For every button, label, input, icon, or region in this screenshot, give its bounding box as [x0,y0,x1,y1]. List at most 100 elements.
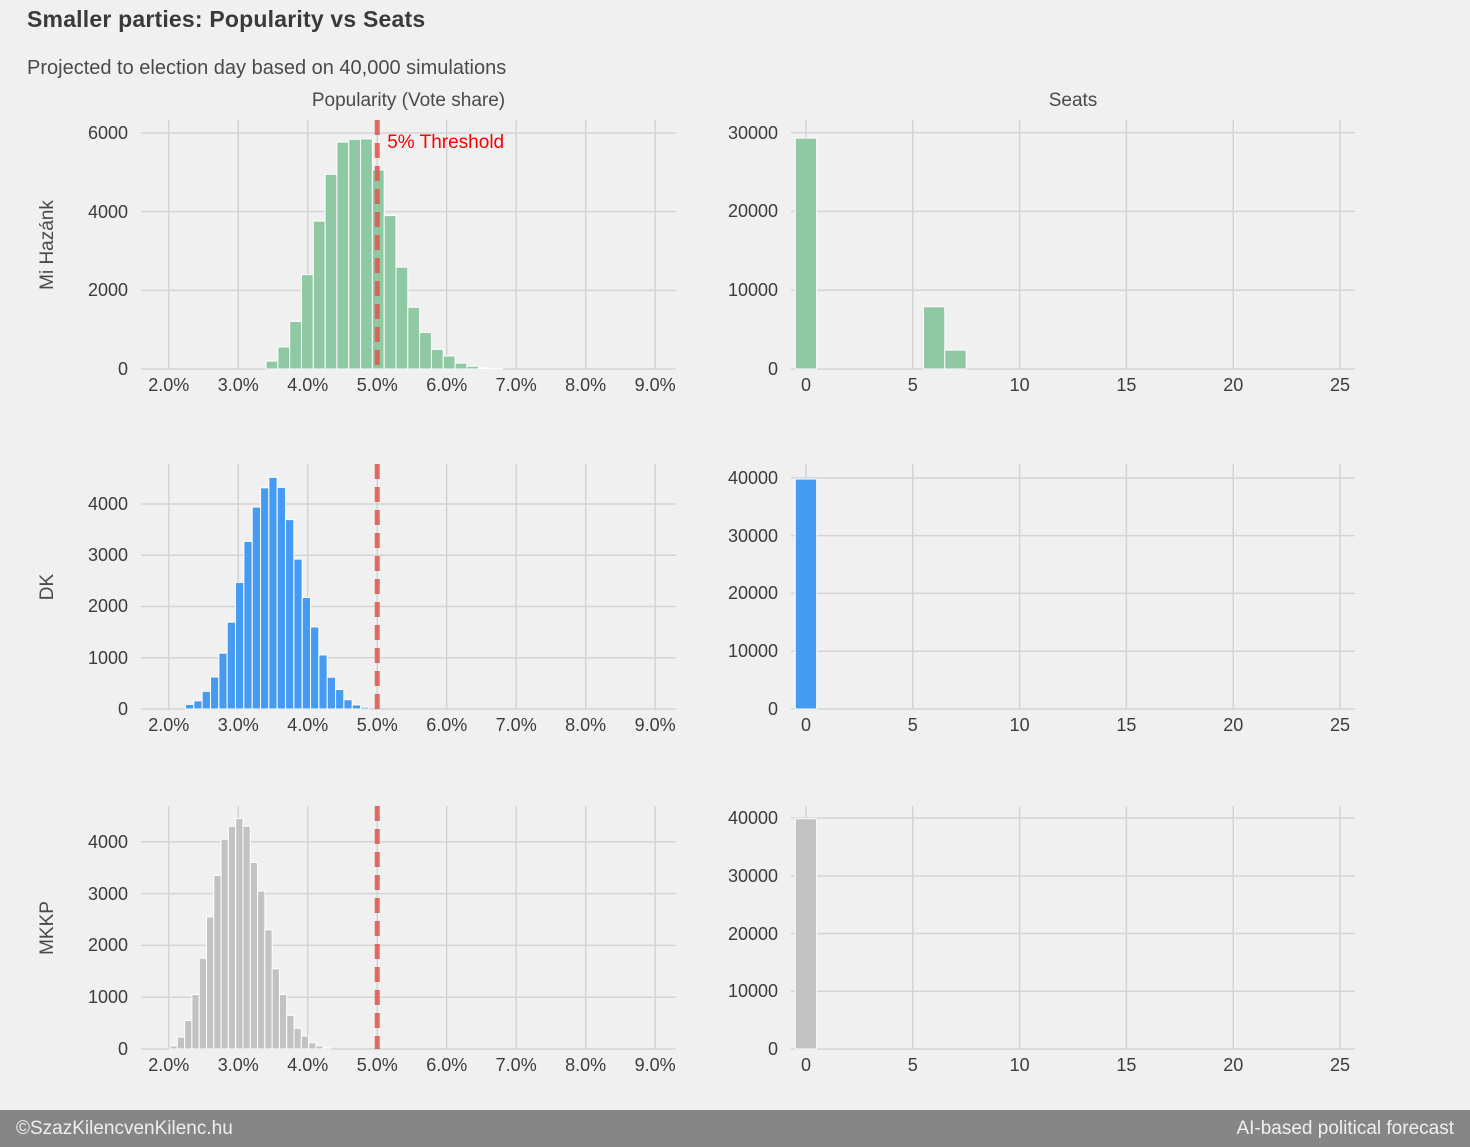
x-tick-label: 15 [1116,715,1137,735]
y-tick-label: 0 [117,1039,128,1059]
y-tick-label: 3000 [87,883,128,904]
histogram-bar [312,220,326,370]
histogram-bar [169,1045,178,1050]
y-tick-label: 20000 [727,583,778,604]
histogram-bar [276,486,286,710]
plot-mi-hazank-popularity: 5% Threshold 0 2000 4000 6000 2.0% 3.0% 4.0% 5.0… [88,120,676,394]
x-tick-label: 20 [1223,715,1244,735]
histogram-bar [794,137,818,370]
histogram-bar [285,519,295,710]
y-tick-label: 10000 [727,280,778,301]
histogram-bar [201,690,211,710]
row-label-mi-hazank-text: Mi Hazánk [37,199,58,290]
dk-popularity-canvas [141,464,676,710]
x-tick-label: 2.0% [148,1055,190,1075]
histogram-bar [205,916,215,1050]
histogram-bar [466,365,480,370]
histogram-bar [213,874,222,1050]
histogram-bar [176,1036,186,1050]
y-tick-label: 40000 [727,467,778,488]
histogram-bar [360,138,373,370]
dk-seats-canvas [791,464,1355,710]
x-tick-label: 5.0% [356,1055,398,1075]
x-tick-label: 5.0% [356,375,398,395]
histogram-bar [286,1014,295,1050]
x-tick-label: 3.0% [217,1055,259,1075]
row-label-mkkp: MKKP [34,806,62,1049]
histogram-bar [293,558,303,710]
histogram-bar [351,704,362,710]
histogram-bar [310,626,320,710]
column-title-seats: Seats [1048,90,1098,111]
histogram-bar [198,957,207,1050]
y-tick-label: 0 [767,1039,778,1059]
footer-bar: ©SzazKilencvenKilenc.hu AI-based politic… [0,1110,1470,1147]
x-tick-label: 3.0% [217,375,259,395]
histogram-bar [407,306,421,370]
x-tick-label: 7.0% [495,1055,537,1075]
histogram-bar [226,621,236,710]
row-label-dk: DK [34,464,62,709]
y-tick-label: 10000 [727,981,778,1002]
x-tick-label: 2.0% [148,715,190,735]
histogram-bar [191,994,200,1050]
histogram-bar [922,306,946,370]
x-tick-label: 6.0% [426,715,468,735]
x-tick-label: 5 [907,375,918,395]
mkkp-popularity-canvas [141,806,676,1050]
histogram-bar [264,929,273,1050]
histogram-bar [249,861,259,1050]
footer-tagline: AI-based political forecast [1236,1117,1454,1139]
plot-mkkp-seats: 0 10000 20000 30000 40000 0 5 10 15 20 25 [728,806,1355,1074]
x-tick-label: 0 [800,1055,811,1075]
x-tick-label: 0 [800,375,811,395]
x-tick-label: 10 [1009,715,1030,735]
histogram-bar [271,968,280,1050]
y-tick-label: 20000 [727,923,778,944]
histogram-bar [235,817,244,1050]
histogram-bar [184,1020,193,1050]
x-tick-label: 9.0% [634,715,676,735]
y-tick-label: 0 [767,359,778,379]
x-tick-label: 0 [800,715,811,735]
row-label-dk-text: DK [37,573,58,600]
plot-mi-hazank-seats: 0 10000 20000 30000 0 5 10 15 20 25 [728,120,1355,394]
histogram-bar [301,597,311,710]
histogram-bar [277,346,291,370]
x-tick-label: 5 [907,715,918,735]
x-tick-label: 6.0% [426,375,468,395]
x-tick-label: 8.0% [565,1055,607,1075]
y-tick-label: 2000 [87,280,128,301]
x-tick-label: 9.0% [634,375,676,395]
y-tick-label: 2000 [87,596,128,617]
histogram-bar [343,699,353,710]
histogram-bar [324,173,338,370]
x-tick-label: 8.0% [565,715,607,735]
y-tick-label: 2000 [87,935,128,956]
histogram-bar [478,367,491,370]
x-tick-label: 10 [1009,1055,1030,1075]
histogram-bar [419,331,432,370]
histogram-bar [794,478,818,710]
threshold-label: 5% Threshold [387,132,504,153]
x-tick-label: 9.0% [634,1055,676,1075]
histogram-bar [395,266,409,370]
y-tick-label: 10000 [727,641,778,662]
y-tick-label: 30000 [727,122,778,143]
histogram-bar [293,1027,302,1050]
y-tick-label: 1000 [87,987,128,1008]
histogram-bar [251,506,261,710]
plot-dk-popularity: 0 1000 2000 3000 4000 2.0% 3.0% 4.0% 5.0% 6.0% 7.0… [88,464,676,734]
histogram-bar [185,703,195,710]
histogram-bar [315,1045,324,1050]
mi-hazank-popularity-canvas: 5% Threshold [141,120,676,370]
histogram-bar [242,825,251,1050]
column-title-popularity: Popularity (Vote share) [311,90,506,111]
y-tick-label: 6000 [87,122,128,143]
x-tick-label: 25 [1330,1055,1351,1075]
x-tick-label: 15 [1116,1055,1137,1075]
mkkp-seats-canvas [791,806,1355,1050]
x-tick-label: 4.0% [287,1055,329,1075]
x-tick-label: 20 [1223,1055,1244,1075]
